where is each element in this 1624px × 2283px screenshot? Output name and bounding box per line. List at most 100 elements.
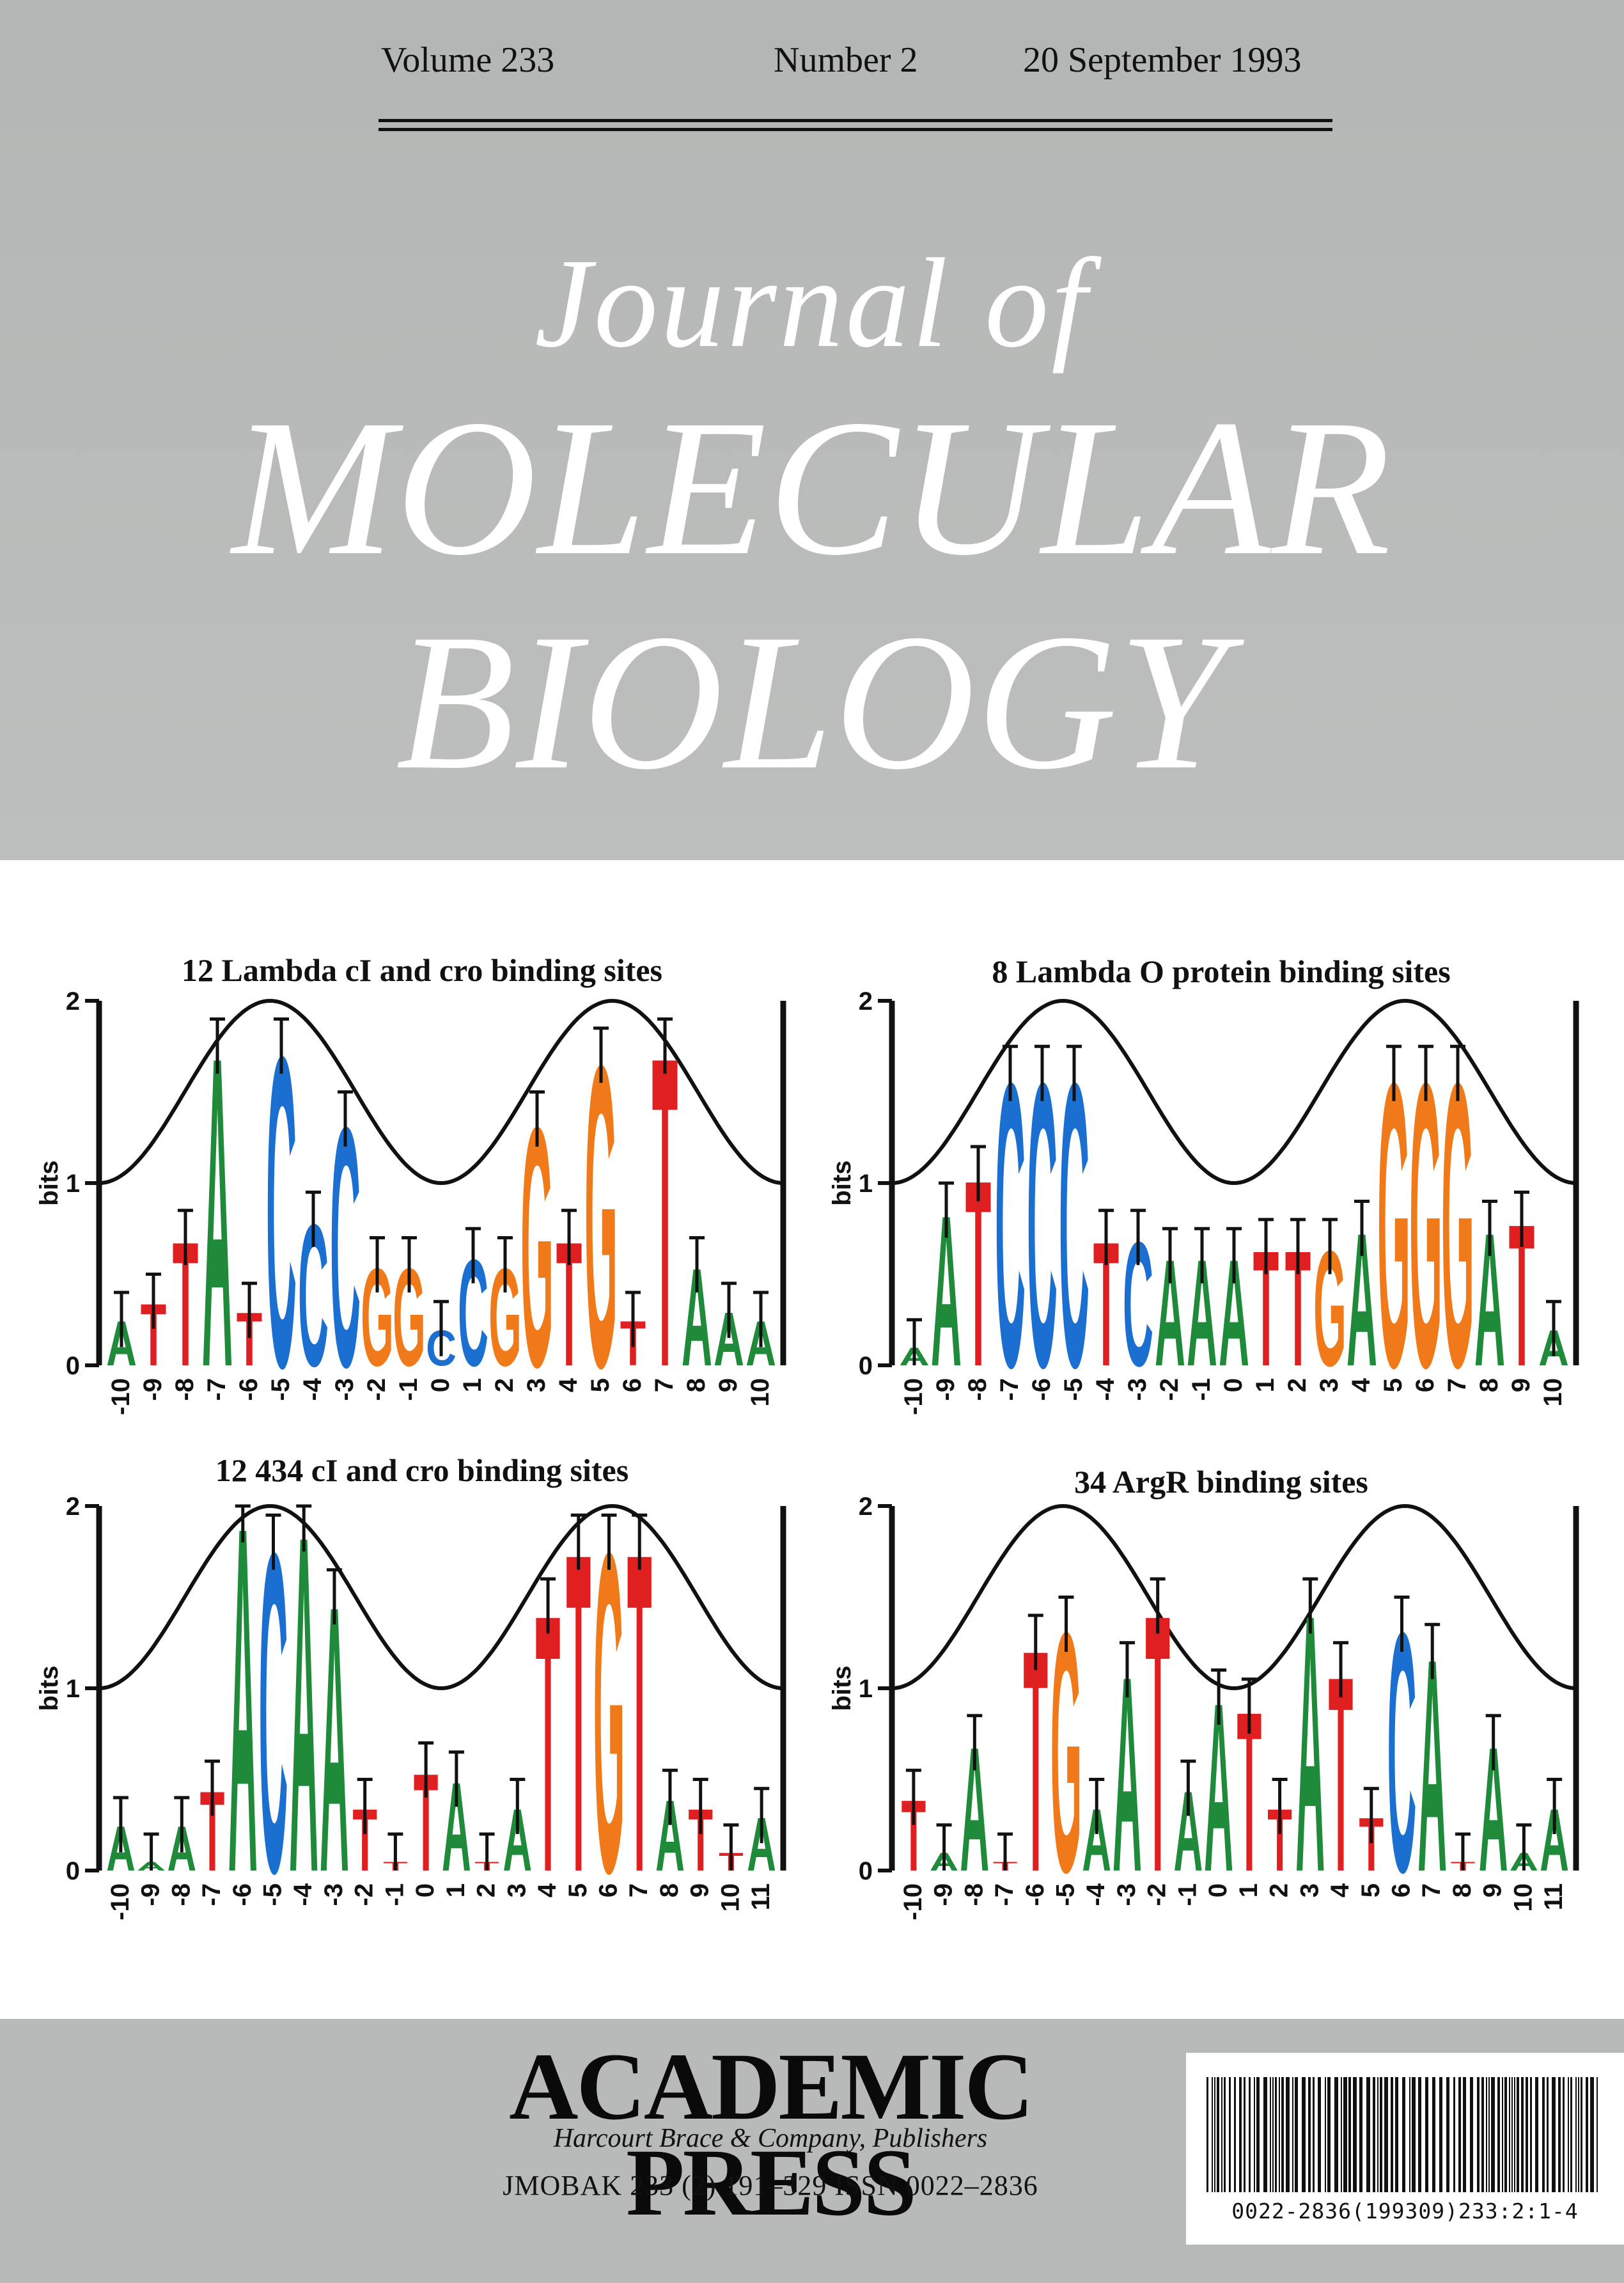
barcode-bar [1341,2077,1342,2192]
barcode-bar [1463,2077,1466,2192]
position-label: 5 [1357,1883,1385,1897]
publisher-name: ACADEMIC PRESS [509,2034,1034,2236]
position-label: 11 [1540,1883,1568,1910]
barcode-bar [1224,2077,1226,2192]
position-label: -5 [1059,1378,1088,1401]
position-label: 2 [472,1883,501,1897]
position-label: -6 [228,1883,256,1906]
position-label: -8 [171,1378,199,1401]
barcode-bar [1432,2077,1435,2192]
position-label: 10 [716,1883,744,1912]
issue-date: 20 September 1993 [1023,40,1302,80]
helix-curve [891,1503,1577,1691]
position-label: 9 [1507,1378,1535,1392]
position-label: -10 [106,1883,134,1920]
position-label: -4 [299,1377,327,1400]
position-label: 8 [1475,1378,1503,1392]
position-label: -1 [1187,1378,1215,1401]
helix-curve [98,998,784,1186]
position-label: 1 [1235,1883,1263,1897]
position-label: -4 [1091,1377,1120,1400]
barcode-bar [1586,2077,1588,2192]
position-label: 7 [1417,1883,1446,1897]
position-label: 2 [1283,1378,1311,1392]
y-tick-label: 1 [859,1675,873,1703]
y-tick-label: 1 [859,1170,873,1198]
barcode-bar [1439,2077,1442,2192]
y-axis-label: bits [828,1160,856,1205]
position-label: 10 [1539,1378,1567,1407]
y-tick-label: 0 [859,1857,873,1885]
position-label: 7 [625,1883,653,1897]
barcode-bar [1318,2077,1321,2192]
chart-title-2: 8 Lambda O protein binding sites [992,953,1451,989]
position-label: -7 [990,1883,1019,1906]
position-label: -10 [900,1378,928,1415]
position-label: 7 [650,1378,678,1392]
barcode-bar [1279,2077,1280,2192]
barcode-bar [1477,2077,1480,2192]
barcode-bar [1526,2077,1528,2192]
position-label: -3 [1113,1883,1141,1906]
barcode-bar [1256,2077,1260,2192]
position-label: 0 [411,1883,439,1897]
barcode-bar [1458,2077,1461,2192]
position-label: -1 [380,1883,409,1906]
position-label: 5 [1379,1378,1407,1392]
position-label: -4 [289,1883,317,1906]
position-label: 8 [1448,1883,1476,1897]
position-label: -8 [960,1883,988,1906]
y-axis-label: bits [35,1160,63,1205]
barcode-bar [1552,2077,1556,2192]
position-label: 10 [746,1378,774,1407]
barcode-bar [1488,2077,1490,2192]
barcode-bar [1578,2077,1579,2192]
position-label: 2 [490,1378,519,1392]
barcode-bar [1217,2077,1219,2192]
position-label: -7 [198,1883,226,1906]
barcode-bar [1502,2077,1503,2192]
barcode-bar [1302,2077,1306,2192]
position-label: 1 [458,1378,487,1392]
barcode-bar [1491,2077,1495,2192]
barcode-bar [1343,2077,1347,2192]
position-label: -3 [331,1378,359,1401]
barcode-bar [1504,2077,1507,2192]
barcode-box: 0022-2836(199309)233:2:1-4 [1186,2053,1624,2245]
y-axis-label: bits [35,1665,63,1711]
position-label: 3 [503,1883,531,1897]
barcode-bar [1418,2077,1421,2192]
position-label: -7 [203,1378,231,1401]
position-label: 4 [554,1377,582,1392]
position-label: 9 [714,1378,742,1392]
barcode-bar [1514,2077,1515,2192]
barcode-bar [1272,2077,1274,2192]
y-tick-label: 0 [66,1352,80,1380]
journal-of-title: Journal of [535,233,1089,374]
barcode-bar [1509,2077,1510,2192]
barcode-bar [1212,2077,1213,2192]
barcode-bar [1353,2077,1357,2192]
position-label: -9 [137,1883,165,1906]
y-tick-label: 2 [859,987,873,1016]
sequence-logo-argr: 012bitsT-10A-9A-8T-7T-6G-5A-4A-3T-2A-1A0… [828,1493,1579,1949]
barcode-bar [1377,2077,1378,2192]
barcode-bar [1206,2077,1208,2192]
barcode-bar [1497,2077,1500,2192]
top-rule-lower [379,128,1332,131]
chart-title-3: 12 434 cI and cro binding sites [215,1452,629,1488]
barcode-bar [1313,2077,1315,2192]
position-label: -2 [1143,1883,1171,1906]
barcode-bar [1568,2077,1569,2192]
position-label: 0 [1204,1883,1232,1897]
barcode-bar [1325,2077,1326,2192]
barcode-bar [1263,2077,1267,2192]
position-label: -5 [1052,1883,1080,1906]
helix-curve [98,1503,784,1691]
barcode-bar [1521,2077,1524,2192]
barcode-bar [1239,2077,1242,2192]
position-label: 9 [686,1883,714,1897]
barcode-bar [1214,2077,1215,2192]
position-label: -8 [167,1883,195,1906]
position-label: 4 [1326,1883,1354,1897]
